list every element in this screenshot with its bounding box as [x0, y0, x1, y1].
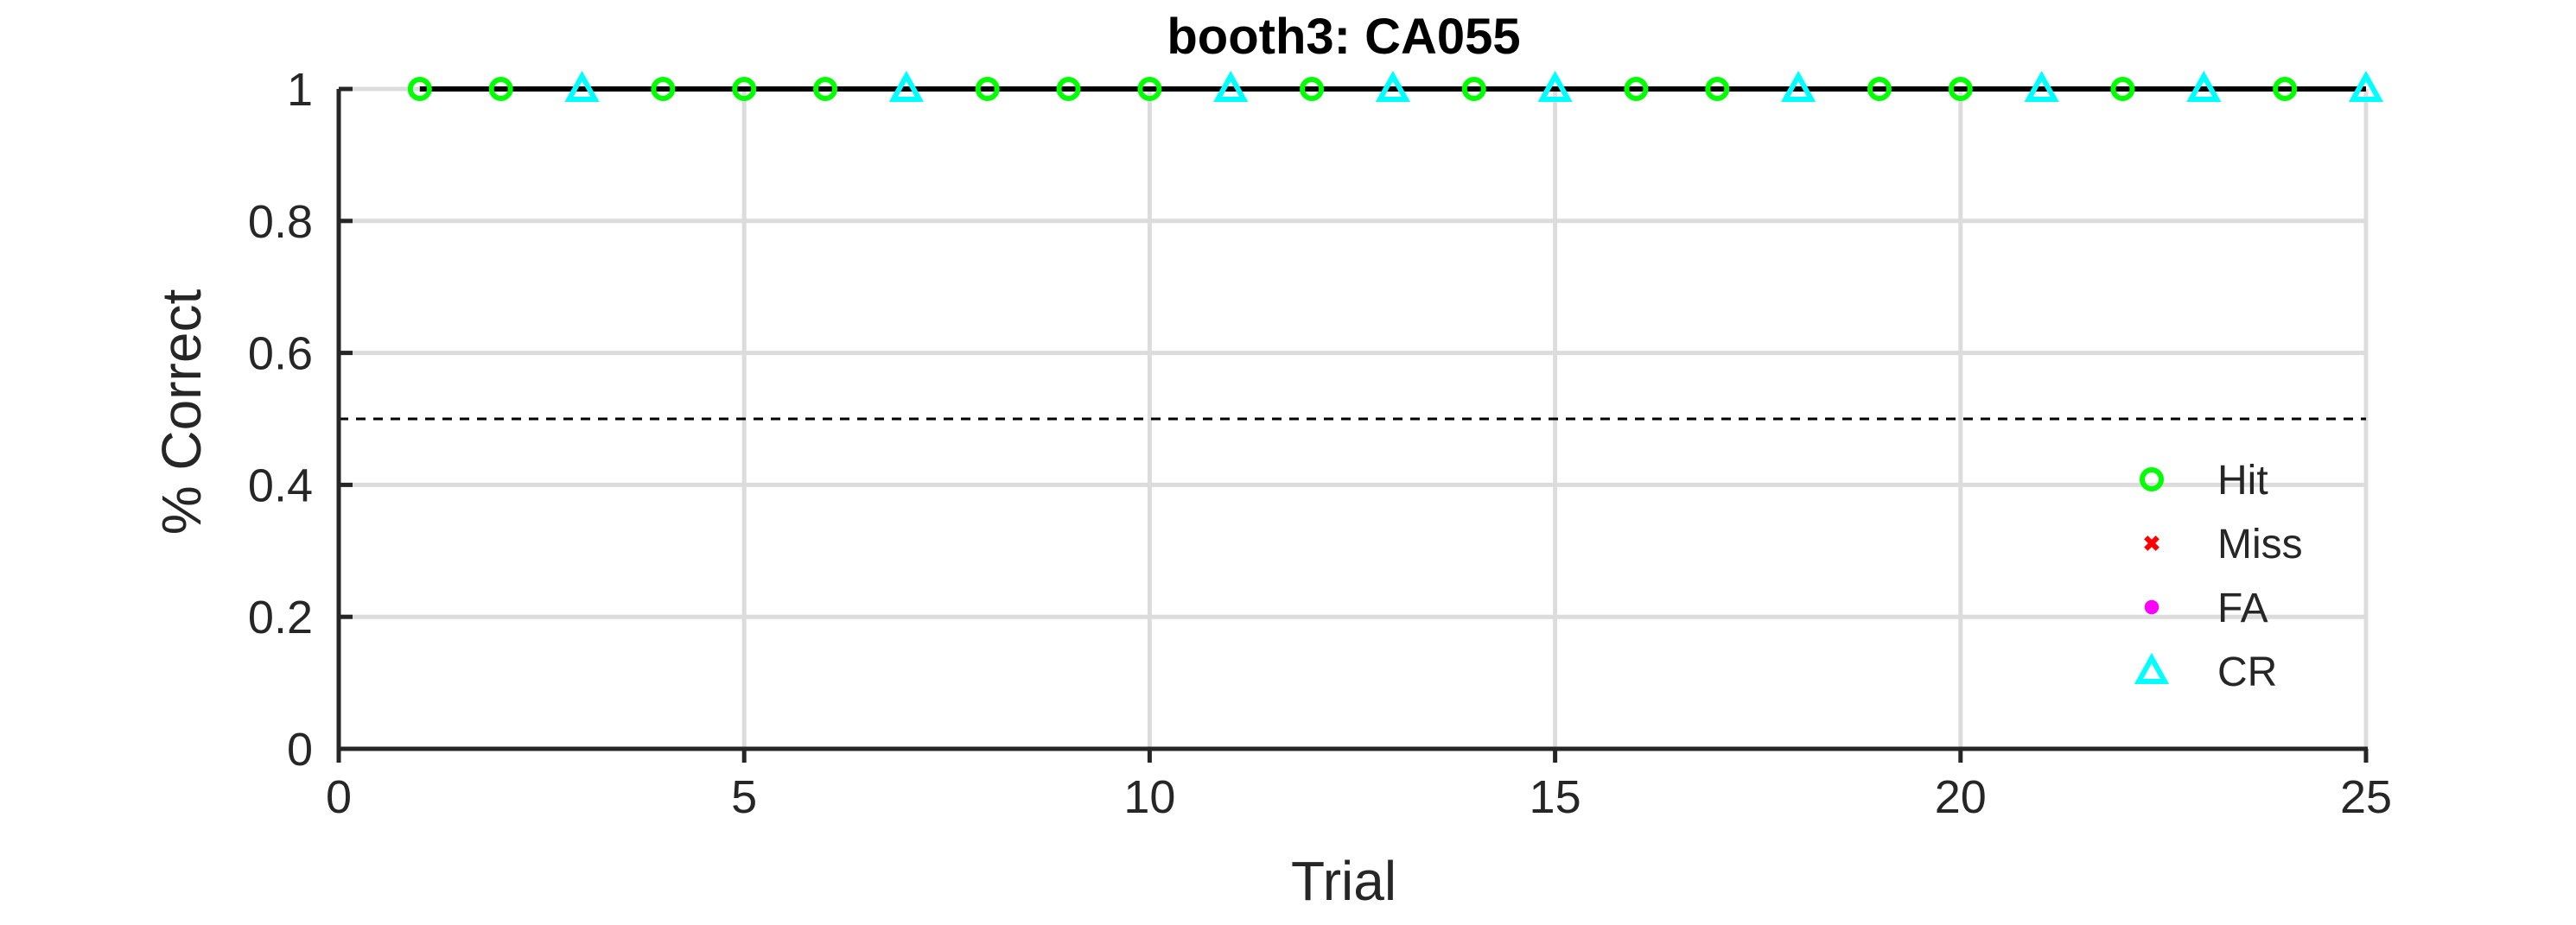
hit-point-1: [407, 77, 432, 101]
x-tick-label-3: 15: [1530, 771, 1581, 823]
tick-labels: 0 5 10 15 20 25 0 0.2 0.4 0.6 0.8 1: [248, 64, 2392, 823]
legend-marker-cr: [2134, 652, 2170, 684]
legend-marker-miss: [2144, 535, 2159, 551]
hit-point-12: [1300, 77, 1325, 101]
y-tick-label-5: 1: [287, 64, 313, 116]
cr-point-15: [1537, 70, 1573, 102]
x-tick-label-5: 25: [2340, 771, 2392, 823]
axes: [336, 86, 2369, 763]
legend-label-hit: Hit: [2217, 458, 2268, 504]
hit-point-22: [2110, 77, 2135, 101]
cr-point-3: [564, 70, 600, 102]
data-marks: [407, 70, 2384, 102]
hit-point-20: [1948, 77, 1973, 101]
hit-point-19: [1867, 77, 1892, 101]
hit-point-24: [2273, 77, 2298, 101]
chart-title: booth3: CA055: [1167, 9, 1520, 65]
legend: Hit Miss FA CR: [2134, 458, 2303, 695]
cr-point-7: [888, 70, 924, 102]
y-axis-label: % Correct: [150, 289, 213, 535]
y-tick-label-0: 0: [287, 724, 313, 776]
hit-point-14: [1461, 77, 1486, 101]
legend-marker-hit: [2140, 467, 2164, 491]
legend-label-cr: CR: [2217, 649, 2277, 695]
hit-point-16: [1624, 77, 1649, 101]
hit-point-9: [1056, 77, 1081, 101]
hit-point-8: [975, 77, 1000, 101]
hit-point-17: [1705, 77, 1730, 101]
x-tick-label-4: 20: [1935, 771, 1987, 823]
x-tick-label-1: 5: [731, 771, 757, 823]
hit-point-10: [1137, 77, 1162, 101]
cr-point-21: [2024, 70, 2059, 102]
legend-marker-miss-stroke-2: [2144, 535, 2159, 551]
hit-point-6: [813, 77, 838, 101]
y-tick-label-1: 0.2: [248, 592, 313, 643]
grid-layer: [336, 86, 2369, 751]
cr-point-11: [1213, 70, 1249, 102]
x-tick-label-2: 10: [1123, 771, 1175, 823]
cr-point-13: [1375, 70, 1411, 102]
y-tick-label-4: 0.8: [248, 196, 313, 248]
legend-label-fa: FA: [2217, 586, 2268, 631]
hit-point-4: [651, 77, 676, 101]
cr-point-23: [2186, 70, 2222, 102]
legend-label-miss: Miss: [2217, 522, 2303, 567]
hit-point-2: [488, 77, 513, 101]
y-tick-label-2: 0.4: [248, 459, 313, 511]
legend-marker-fa: [2144, 599, 2159, 615]
cr-point-25: [2348, 70, 2384, 102]
x-axis-label: Trial: [1291, 850, 1396, 912]
hit-point-5: [732, 77, 757, 101]
y-tick-label-3: 0.6: [248, 328, 313, 380]
cr-point-18: [1781, 70, 1816, 102]
x-tick-label-0: 0: [326, 771, 352, 823]
